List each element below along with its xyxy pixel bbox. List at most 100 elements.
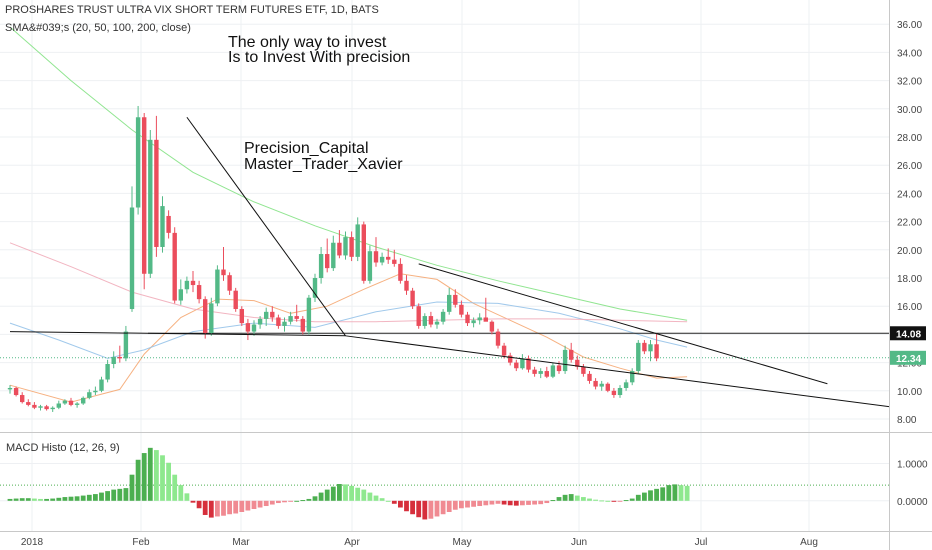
macd-bar — [599, 500, 605, 502]
time-tick-label: May — [453, 537, 472, 548]
price-tick-label: 8.00 — [897, 415, 917, 426]
macd-bar — [306, 498, 312, 501]
macd-bar — [398, 500, 403, 508]
macd-bar — [623, 500, 629, 502]
macd-bar — [526, 500, 531, 505]
macd-bar — [465, 500, 470, 508]
macd-bar — [495, 500, 501, 504]
macd-label: MACD Histo (12, 26, 9) — [6, 442, 120, 454]
macd-bar — [202, 500, 208, 515]
macd-bar — [361, 489, 367, 501]
macd-bar — [422, 500, 428, 520]
candle — [111, 351, 116, 369]
macd-bar — [581, 497, 586, 501]
candle — [203, 296, 208, 339]
candle — [599, 380, 604, 391]
candle — [74, 402, 80, 408]
macd-bar — [196, 500, 202, 509]
candle — [379, 252, 385, 266]
candle — [495, 328, 501, 349]
candle — [575, 355, 580, 370]
macd-bar — [544, 500, 550, 504]
candle — [483, 297, 488, 322]
trendline — [9, 331, 346, 337]
macd-bar — [611, 500, 617, 502]
macd-bar — [550, 500, 556, 502]
candle — [196, 280, 202, 304]
macd-bar — [416, 500, 422, 518]
macd-bar — [239, 500, 245, 512]
candles — [7, 105, 659, 412]
macd-bar — [263, 500, 269, 507]
macd-bar — [178, 485, 184, 501]
candle — [257, 316, 263, 329]
last-price-badge: 12.34 — [890, 350, 926, 365]
macd-bar — [379, 498, 385, 501]
macd-bar — [556, 497, 562, 501]
macd-bar — [25, 498, 31, 501]
candle — [447, 287, 452, 315]
macd-bar — [373, 495, 379, 501]
candle — [44, 404, 49, 411]
macd-bar — [507, 500, 513, 506]
macd-bar — [629, 498, 635, 501]
candle — [178, 279, 183, 305]
candle — [538, 368, 543, 379]
candle — [386, 248, 391, 264]
macd-bar — [684, 485, 690, 501]
candle — [227, 272, 232, 295]
candle — [532, 366, 537, 377]
candle — [520, 354, 525, 370]
macd-bar — [227, 500, 232, 515]
candle — [184, 276, 190, 294]
macd-bar — [538, 500, 544, 505]
candle — [13, 386, 19, 397]
macd-bar — [105, 491, 110, 501]
price-axis: 8.0010.0012.0014.0016.0018.0020.0022.002… — [897, 20, 922, 426]
candle — [569, 342, 574, 363]
candle — [87, 389, 92, 400]
macd-bar — [251, 500, 257, 510]
macd-bar — [520, 500, 525, 506]
candle — [270, 306, 275, 322]
candle — [318, 246, 324, 284]
macd-bar — [642, 492, 647, 501]
candle — [605, 382, 610, 393]
macd-bar — [513, 500, 519, 506]
macd-bar — [44, 498, 49, 501]
candle — [562, 345, 568, 374]
macd-bar — [288, 500, 293, 502]
macd-bar — [672, 484, 678, 501]
macd-bar — [459, 500, 464, 509]
candle — [209, 297, 214, 336]
macd-bar — [135, 459, 141, 501]
candle — [648, 340, 653, 362]
svg-text:12.34: 12.34 — [896, 354, 921, 365]
macd-bar — [562, 494, 568, 501]
macd-bar — [80, 495, 86, 501]
candle — [508, 352, 513, 366]
macd-bar — [233, 500, 239, 514]
candle — [404, 275, 409, 295]
macd-bar — [160, 455, 165, 501]
macd-bar — [410, 500, 415, 515]
macd-axis: 1.0000 0.0000 — [897, 460, 928, 508]
annotation-line-3: Precision_Capital — [244, 140, 369, 157]
macd-bar — [257, 500, 263, 508]
candle — [56, 400, 61, 410]
macd-bar — [568, 494, 574, 501]
macd-bar — [19, 498, 25, 501]
macd-bar — [245, 500, 251, 511]
candle — [160, 196, 165, 253]
macd-bar — [312, 496, 318, 501]
candle — [172, 227, 177, 304]
grid-lines — [0, 0, 889, 531]
candle — [276, 314, 281, 329]
macd-bar — [367, 492, 373, 501]
macd-bar — [404, 500, 409, 512]
macd-bar — [318, 492, 324, 501]
candle — [99, 376, 104, 393]
price-badges: 14.08 12.34 — [890, 326, 926, 365]
trendline — [345, 335, 889, 408]
